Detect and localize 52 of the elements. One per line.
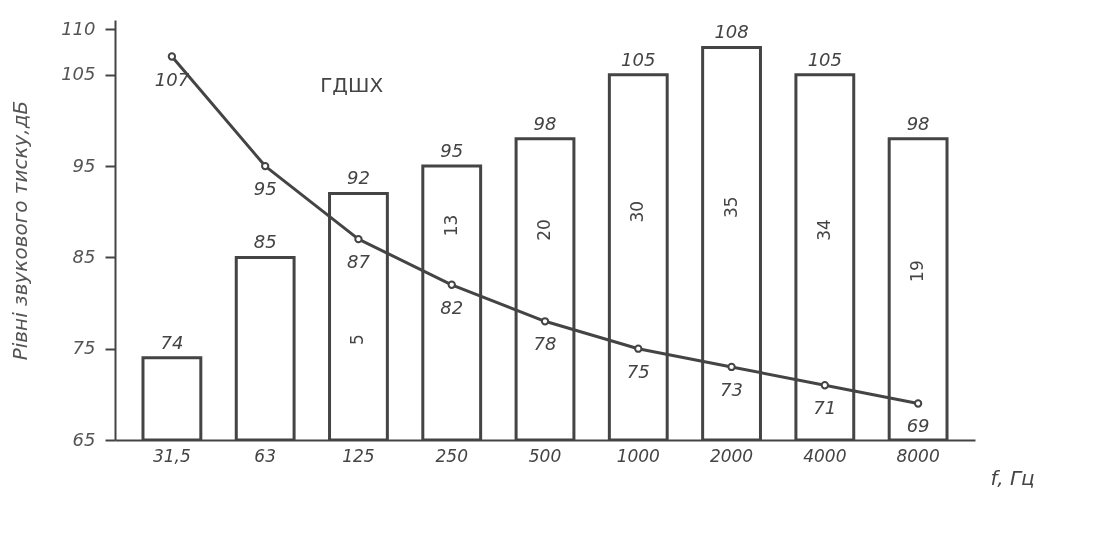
data-label: 87 <box>347 251 371 273</box>
y-tick-label: 110 <box>61 17 96 39</box>
y-axis-title: Рівні звукового тиску,дБ <box>8 100 33 361</box>
data-label: 82 <box>440 296 464 318</box>
data-label: 105 <box>807 48 843 70</box>
x-axis-title: f, Гц <box>990 465 1035 490</box>
point <box>820 381 829 390</box>
annotation: 20 <box>534 219 554 241</box>
data-label: 74 <box>160 331 184 353</box>
annotation: 13 <box>440 214 461 237</box>
data-label: 73 <box>720 378 743 400</box>
text: ГДШХ <box>320 73 384 98</box>
x-tick-label: 31,5 <box>152 445 191 466</box>
data-label: 98 <box>906 112 930 134</box>
point <box>261 161 270 171</box>
x-tick-label: 125 <box>342 445 375 466</box>
point <box>913 399 923 408</box>
point <box>447 280 456 289</box>
data-label: 71 <box>813 397 837 419</box>
data-label: 107 <box>154 68 190 90</box>
y-tick-label: 85 <box>72 245 96 267</box>
data-label: 85 <box>253 231 277 253</box>
point <box>540 317 550 326</box>
data-label: 105 <box>621 48 656 70</box>
x-tick-label: 500 <box>528 445 562 466</box>
data-label: 98 <box>533 112 557 134</box>
data-label: 75 <box>626 360 650 382</box>
data-label: 92 <box>347 167 370 189</box>
point <box>354 234 363 244</box>
annotation: 5 <box>347 334 368 345</box>
data-label: 78 <box>533 333 557 355</box>
x-tick-label: 4000 <box>803 445 847 466</box>
annotation: 19 <box>907 260 928 282</box>
data-label: 95 <box>253 178 277 200</box>
y-tick-label: 65 <box>72 428 96 450</box>
annotation: 34 <box>813 219 834 241</box>
data-label: 69 <box>906 415 930 437</box>
y-tick-label: 105 <box>61 63 96 85</box>
point <box>634 344 643 353</box>
x-tick-label: 63 <box>254 445 276 466</box>
annotation: 30 <box>627 200 648 223</box>
x-tick-label: 8000 <box>896 445 940 466</box>
x-tick-label: 1000 <box>616 445 660 466</box>
data-label: 95 <box>440 140 464 162</box>
point <box>167 52 177 61</box>
y-tick-label: 75 <box>72 337 96 359</box>
x-tick-label: 250 <box>435 445 468 466</box>
x-tick-label: 2000 <box>709 445 754 466</box>
point <box>727 362 736 372</box>
annotation: 35 <box>720 196 741 218</box>
data-label: 108 <box>714 21 749 43</box>
y-tick-label: 95 <box>72 154 96 176</box>
